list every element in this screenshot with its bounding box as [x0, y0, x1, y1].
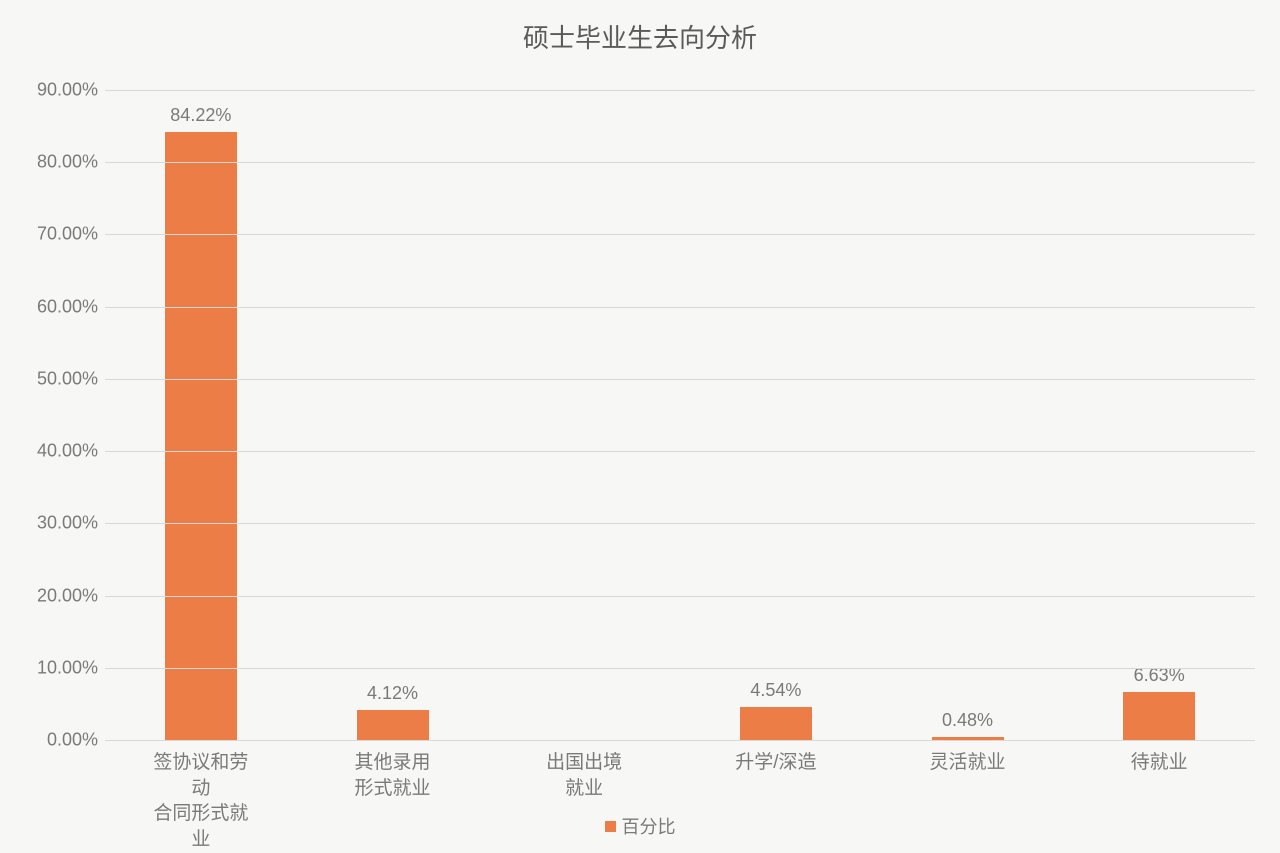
legend: 百分比	[0, 813, 1280, 839]
gridline	[105, 162, 1255, 163]
bar: 6.63%	[1123, 692, 1195, 740]
gridline	[105, 451, 1255, 452]
x-tick-label: 待就业	[1131, 750, 1188, 776]
x-tick-label: 出国出境 就业	[546, 750, 622, 801]
chart-title: 硕士毕业生去向分析	[0, 18, 1280, 55]
gridline	[105, 234, 1255, 235]
x-tick-label: 其他录用 形式就业	[354, 750, 430, 801]
bar-slot: 出国出境 就业	[488, 90, 680, 740]
bar-slot: 4.12%其他录用 形式就业	[297, 90, 489, 740]
plot-area: 84.22%签协议和劳动 合同形式就业4.12%其他录用 形式就业出国出境 就业…	[105, 90, 1255, 740]
y-tick-label: 30.00%	[8, 513, 98, 534]
y-tick-label: 0.00%	[8, 730, 98, 751]
gridline	[105, 307, 1255, 308]
bar-slot: 0.48%灵活就业	[872, 90, 1064, 740]
bar-value-label: 4.54%	[750, 680, 801, 701]
gridline	[105, 740, 1255, 741]
legend-swatch	[605, 821, 616, 832]
gridline	[105, 596, 1255, 597]
bar-value-label: 4.12%	[367, 683, 418, 704]
bar-slot: 4.54%升学/深造	[680, 90, 872, 740]
y-tick-label: 40.00%	[8, 441, 98, 462]
y-tick-label: 90.00%	[8, 80, 98, 101]
bar-chart: 硕士毕业生去向分析 84.22%签协议和劳动 合同形式就业4.12%其他录用 形…	[0, 0, 1280, 853]
bar-slot: 84.22%签协议和劳动 合同形式就业	[105, 90, 297, 740]
bars-group: 84.22%签协议和劳动 合同形式就业4.12%其他录用 形式就业出国出境 就业…	[105, 90, 1255, 740]
y-tick-label: 60.00%	[8, 296, 98, 317]
y-tick-label: 20.00%	[8, 585, 98, 606]
y-tick-label: 50.00%	[8, 368, 98, 389]
bar-value-label: 0.48%	[942, 710, 993, 731]
bar: 4.54%	[740, 707, 812, 740]
gridline	[105, 668, 1255, 669]
bar-slot: 6.63%待就业	[1063, 90, 1255, 740]
gridline	[105, 90, 1255, 91]
x-tick-label: 灵活就业	[930, 750, 1006, 776]
gridline	[105, 379, 1255, 380]
x-tick-label: 升学/深造	[735, 750, 816, 776]
bar-value-label: 84.22%	[170, 105, 231, 126]
y-tick-label: 80.00%	[8, 152, 98, 173]
y-tick-label: 70.00%	[8, 224, 98, 245]
legend-label: 百分比	[622, 817, 676, 837]
y-tick-label: 10.00%	[8, 657, 98, 678]
gridline	[105, 523, 1255, 524]
bar: 4.12%	[357, 710, 429, 740]
bar: 84.22%	[165, 132, 237, 740]
